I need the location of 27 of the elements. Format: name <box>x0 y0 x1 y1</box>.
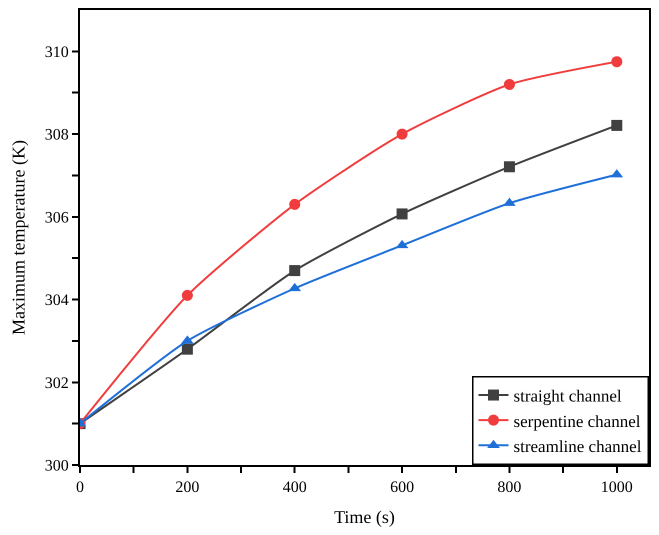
point <box>182 344 193 355</box>
point <box>504 161 515 172</box>
point <box>611 56 622 68</box>
legend-label: straight channel <box>514 386 622 406</box>
y-tick-label: 306 <box>44 209 69 226</box>
x-axis-title: Time (s) <box>334 506 395 527</box>
y-tick-label: 308 <box>44 126 69 144</box>
y-tick-label: 310 <box>44 44 69 61</box>
x-tick-label: 800 <box>497 479 522 496</box>
y-tick-label: 302 <box>44 374 69 392</box>
x-tick-label: 1000 <box>600 479 633 496</box>
point <box>396 128 408 140</box>
legend-label: streamline channel <box>514 436 642 456</box>
x-tick-label: 600 <box>390 479 414 496</box>
x-tick-label: 0 <box>76 479 84 496</box>
point <box>289 265 300 276</box>
x-tick-label: 200 <box>175 479 200 496</box>
point <box>611 120 622 131</box>
point <box>504 78 515 90</box>
y-tick-label: 300 <box>44 458 69 475</box>
point <box>396 208 408 220</box>
y-tick-label: 304 <box>44 292 69 310</box>
x-tick-label: 400 <box>282 479 307 496</box>
y-axis-title: Maximum temperature (K) <box>8 140 28 335</box>
legend-label: serpentine channel <box>514 412 641 431</box>
point <box>289 198 300 210</box>
point <box>182 290 193 301</box>
